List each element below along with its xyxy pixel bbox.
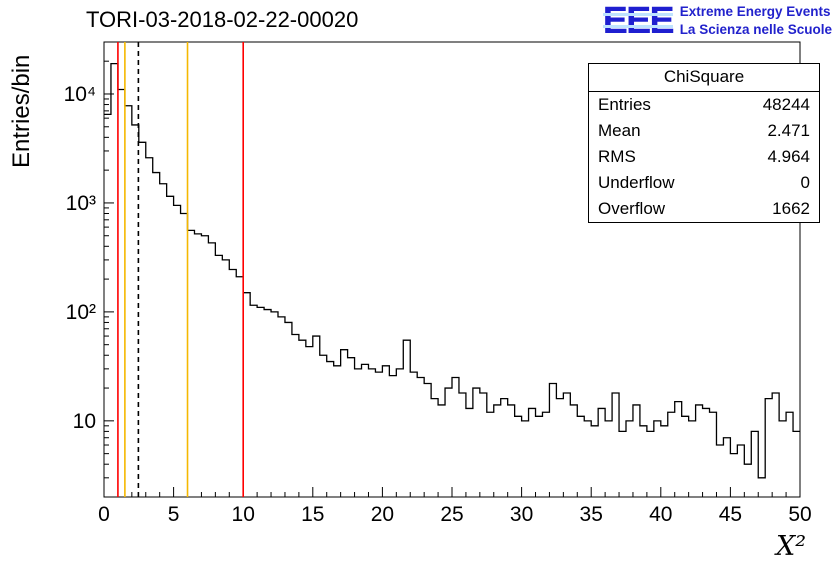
stats-value: 2.471 [767, 121, 810, 141]
eee-logo-stripe [602, 13, 673, 16]
y-axis-ticks: 10 10² 10³ 10⁴ [64, 60, 114, 479]
stats-box-title: ChiSquare [589, 64, 819, 92]
x-tick-label: 45 [719, 503, 742, 526]
x-tick-label: 25 [440, 503, 463, 526]
stats-value: 48244 [762, 95, 810, 114]
y-tick-label: 10² [66, 301, 96, 324]
plot-title: TORI-03-2018-02-22-00020 [86, 7, 359, 32]
stats-row-mean: Mean 2.471 [589, 118, 819, 144]
x-tick-label: 5 [168, 503, 180, 526]
y-tick-label: 10⁴ [64, 83, 96, 106]
stats-value: 4.964 [767, 147, 810, 167]
stats-row-overflow: Overflow 1662 [589, 196, 819, 222]
x-tick-label: 35 [580, 503, 603, 526]
eee-logo-text: EEE [602, 0, 675, 42]
stats-value: 1662 [772, 199, 810, 219]
x-tick-label: 50 [788, 503, 811, 526]
cut-lines [117, 42, 244, 497]
x-tick-label: 40 [649, 503, 672, 526]
stats-label: RMS [598, 147, 636, 167]
x-tick-label: 15 [301, 503, 324, 526]
stats-row-rms: RMS 4.964 [589, 144, 819, 170]
stats-label: Entries [598, 95, 651, 114]
x-tick-label: 10 [232, 503, 255, 526]
x-axis-ticks: 0 5 10 15 20 25 30 35 40 45 50 [98, 487, 812, 526]
x-tick-label: 20 [371, 503, 394, 526]
x-tick-label: 0 [98, 503, 110, 526]
stats-label: Mean [598, 121, 641, 141]
stats-box: ChiSquare Entries 48244 Mean 2.471 RMS 4… [588, 63, 820, 224]
histogram-series [104, 62, 800, 479]
eee-logo-letters: EEE [602, 0, 675, 42]
stats-label: Overflow [598, 199, 666, 219]
stats-row-entries: Entries 48244 [589, 92, 819, 118]
eee-logo-tagline-line1: Extreme Energy Events [679, 4, 831, 20]
y-tick-label: 10³ [66, 192, 96, 215]
x-axis-label: X² [776, 531, 807, 562]
y-tick-label: 10 [73, 410, 96, 433]
stats-row-underflow: Underflow 0 [589, 170, 819, 196]
stats-value: 0 [800, 173, 810, 193]
histogram-line [104, 62, 800, 479]
eee-logo: EEE Extreme Energy Events La Scienza nel… [602, 0, 832, 42]
x-tick-label: 30 [510, 503, 533, 526]
stats-label: Underflow [598, 173, 675, 193]
y-axis-label: Entries/bin [8, 54, 35, 168]
eee-logo-tagline: Extreme Energy Events La Scienza nelle S… [680, 3, 832, 38]
eee-logo-stripe [602, 25, 673, 28]
eee-logo-tagline-line2: La Scienza nelle Scuole [679, 22, 832, 37]
